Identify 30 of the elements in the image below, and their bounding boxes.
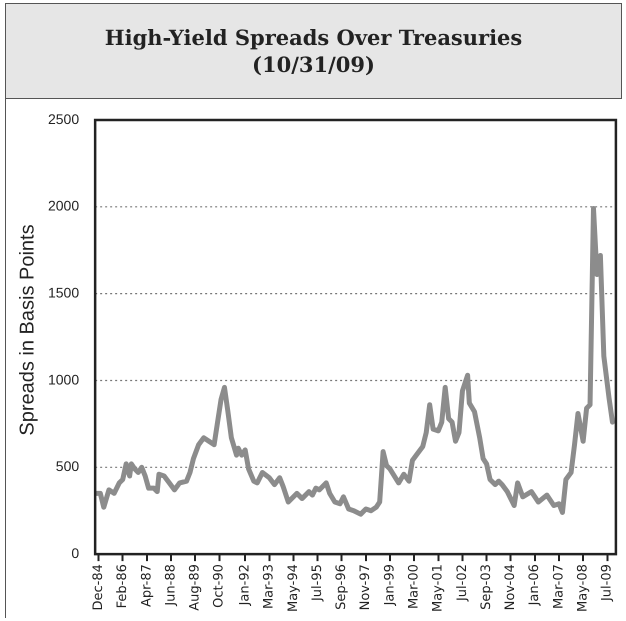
x-tick-label: Jan-99 — [382, 564, 398, 606]
x-tick-label: Oct-90 — [212, 564, 227, 608]
x-tick-label: Mar-00 — [406, 564, 422, 610]
x-tick-label: Nov-97 — [358, 564, 374, 610]
x-tick-label: Aug-89 — [188, 564, 203, 611]
x-tick-label: Jul-95 — [310, 564, 325, 602]
x-tick-label: Apr-87 — [139, 564, 154, 608]
x-tick-label: Mar-07 — [551, 564, 566, 610]
x-tick-label: Sep-96 — [334, 564, 350, 610]
x-tick-label: Mar-93 — [262, 564, 277, 610]
y-tick-label: 1500 — [48, 284, 80, 301]
y-tick-label: 1000 — [48, 371, 80, 388]
x-tick-label: Jan-06 — [527, 564, 542, 606]
y-tick-label: 2000 — [48, 198, 80, 214]
x-tick-label: Dec-84 — [90, 564, 106, 611]
x-tick-label: Sep-03 — [478, 564, 494, 610]
x-tick-label: Jun-88 — [163, 564, 178, 607]
y-tick-label: 500 — [56, 458, 80, 474]
x-tick-label: May-94 — [286, 564, 301, 612]
x-tick-label: May-08 — [576, 564, 591, 612]
x-tick-label: Feb-86 — [115, 564, 130, 608]
x-tick-label: May-01 — [430, 564, 446, 612]
y-tick-label: 2500 — [48, 110, 80, 127]
x-tick-label: Jul-09 — [600, 564, 615, 602]
chart-title: High-Yield Spreads Over Treasuries (10/31/09) — [104, 24, 522, 78]
x-tick-label: Jan-92 — [238, 564, 253, 606]
x-tick-label: Nov-04 — [503, 564, 518, 610]
x-tick-label: Jul-02 — [454, 564, 470, 602]
y-axis-title: Spreads in Basis Points — [16, 224, 40, 436]
y-tick-label: 0 — [71, 544, 80, 561]
